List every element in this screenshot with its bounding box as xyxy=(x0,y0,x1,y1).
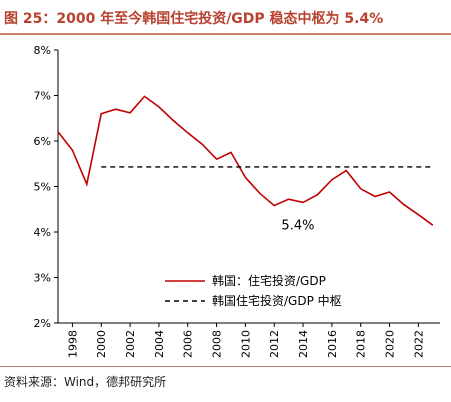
x-tick-label: 2002 xyxy=(124,330,137,358)
x-tick-label: 1998 xyxy=(66,330,79,358)
y-tick-label: 3% xyxy=(34,272,51,285)
figure-title: 图 25：2000 年至今韩国住宅投资/GDP 稳态中枢为 5.4% xyxy=(4,11,384,27)
legend-label-series: 韩国：住宅投资/GDP xyxy=(212,273,326,288)
source-rule xyxy=(0,366,451,367)
chart-annotations: 5.4% xyxy=(281,219,314,234)
y-tick-label: 7% xyxy=(34,90,51,103)
series-line-korea-residential-investment xyxy=(57,95,434,226)
x-tick-label: 2006 xyxy=(182,330,195,358)
chart-ticks: 2% 3% 4% 5% 6% 7% 8% 1998 2000 2002 2004 2006 2008 20… xyxy=(34,44,426,358)
y-tick-label: 8% xyxy=(34,44,51,57)
x-tick-label: 2008 xyxy=(211,330,224,358)
chart-series xyxy=(57,95,434,226)
x-tick-label: 2012 xyxy=(268,330,281,358)
y-tick-label: 5% xyxy=(34,181,51,194)
x-tick-label: 2016 xyxy=(326,330,339,358)
chart-legend: 韩国：住宅投资/GDP 韩国住宅投资/GDP 中枢 xyxy=(165,273,342,308)
annotation-label: 5.4% xyxy=(281,219,314,234)
title-rule xyxy=(0,33,451,35)
x-tick-label: 2010 xyxy=(239,330,252,358)
y-tick-label: 4% xyxy=(34,226,51,239)
x-tick-label: 2020 xyxy=(384,330,397,358)
y-tick-label: 2% xyxy=(34,317,51,330)
legend-label-median: 韩国住宅投资/GDP 中枢 xyxy=(212,293,342,308)
x-tick-label: 2014 xyxy=(297,330,310,358)
x-tick-label: 2022 xyxy=(412,330,425,358)
y-tick-label: 6% xyxy=(34,135,51,148)
x-tick-label: 2000 xyxy=(95,330,108,358)
source-note: 资料来源：Wind，德邦研究所 xyxy=(4,375,167,389)
x-tick-label: 2018 xyxy=(355,330,368,358)
x-tick-label: 2004 xyxy=(153,330,166,358)
